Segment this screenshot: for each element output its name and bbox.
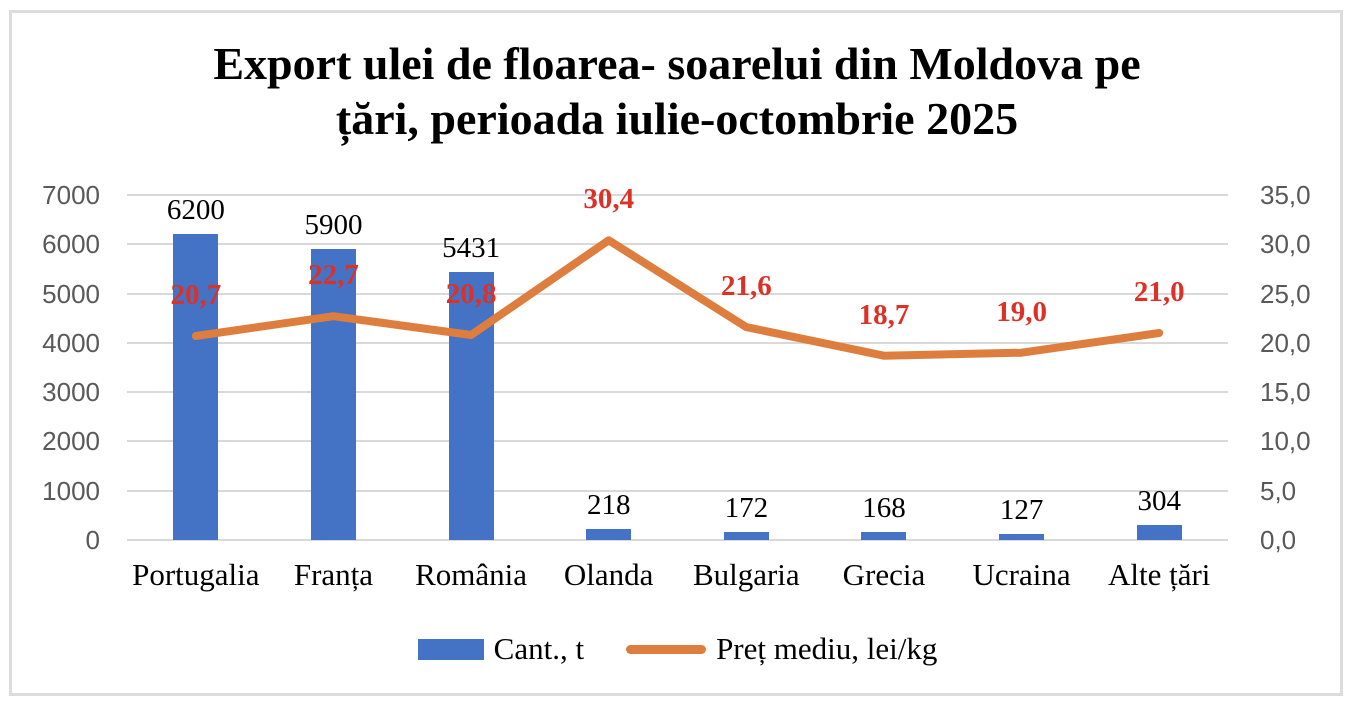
price-line-layer [191, 236, 1164, 360]
gridline [127, 292, 1228, 295]
left-axis-tick: 4000 [42, 327, 100, 358]
right-axis-tick: 20,0 [1260, 327, 1311, 358]
bar-series-swatch-icon [417, 638, 484, 660]
gridline [127, 440, 1228, 443]
bar-franta [310, 249, 356, 540]
bar-bulgaria [723, 531, 769, 540]
bar-value-label-alte-tari: 304 [1137, 485, 1181, 518]
right-axis-tick: 25,0 [1260, 278, 1311, 309]
bar-value-label-olanda: 218 [586, 489, 631, 522]
bar-grecia [861, 531, 907, 540]
price-value-label-ucraina: 19,0 [996, 295, 1047, 328]
category-label-grecia: Grecia [842, 557, 926, 592]
category-label-ucraina: Ucraina [972, 557, 1071, 592]
gridline [127, 391, 1228, 394]
price-value-label-olanda: 30,4 [583, 183, 635, 216]
right-axis-tick: 5,0 [1260, 475, 1297, 506]
left-axis-tick: 5000 [42, 278, 100, 309]
price-value-label-franta: 22,7 [308, 259, 359, 292]
left-axis-tick: 2000 [42, 426, 100, 457]
bar-value-label-grecia: 168 [862, 491, 906, 524]
gridline [127, 341, 1228, 344]
price-value-label-portugalia: 20,7 [170, 278, 222, 311]
category-label-franta: Franța [293, 557, 374, 592]
right-axis-tick: 10,0 [1260, 426, 1311, 457]
bar-value-label-franta: 5900 [304, 209, 363, 242]
plot-area: 6200 5900 5431 218 172 168 127 304 20,7 22,7 20,8 3… [127, 183, 1228, 541]
bar-value-label-ucraina: 127 [999, 493, 1044, 526]
chart-title-line-2: țări, perioada iulie-octombrie 2025 [335, 93, 1019, 144]
gridline [127, 489, 1228, 492]
chart-title-line-1: Export ulei de floarea- soarelui din Mol… [213, 38, 1141, 89]
bar-alte-tari [1136, 525, 1182, 540]
line-series-swatch-icon [626, 644, 707, 654]
price-value-label-bulgaria: 21,6 [720, 270, 772, 303]
bar-value-label-romania: 5431 [442, 232, 501, 265]
left-axis-tick: 0 [85, 525, 100, 555]
category-label-olanda: Olanda [563, 557, 654, 592]
bar-ucraina [999, 533, 1045, 540]
bar-romania [448, 272, 494, 540]
right-axis-tick: 35,0 [1260, 180, 1311, 210]
price-line [191, 236, 1164, 360]
legend: Cant., t Preț mediu, lei/kg [127, 630, 1228, 668]
price-value-label-romania: 20,8 [445, 277, 497, 310]
left-axis-tick: 6000 [42, 229, 100, 260]
bar-value-label-portugalia: 6200 [166, 194, 225, 227]
bar-portugalia [173, 234, 219, 540]
category-label-bulgaria: Bulgaria [692, 557, 800, 592]
left-axis-tick: 7000 [42, 180, 100, 210]
left-axis-tick: 1000 [42, 475, 100, 506]
category-label-alte-tari: Alte țări [1107, 557, 1211, 592]
bar-olanda [586, 529, 632, 540]
right-axis-tick: 15,0 [1260, 377, 1311, 408]
right-axis-tick: 0,0 [1260, 525, 1297, 555]
price-value-label-alte-tari: 21,0 [1133, 276, 1185, 308]
gridline [127, 243, 1228, 246]
legend-item-quantity: Cant., t [417, 631, 585, 667]
bar-value-label-bulgaria: 172 [724, 491, 769, 524]
gridline [127, 539, 1228, 541]
price-value-label-grecia: 18,7 [858, 298, 910, 331]
gridline [127, 194, 1228, 196]
left-axis-tick: 3000 [42, 377, 100, 408]
chart-title: Export ulei de floarea- soarelui din Mol… [0, 36, 1354, 146]
legend-item-price: Preț mediu, lei/kg [626, 631, 937, 667]
category-label-portugalia: Portugalia [132, 557, 260, 592]
category-label-romania: România [415, 557, 528, 592]
legend-label-quantity: Cant., t [493, 631, 585, 666]
legend-label-price: Preț mediu, lei/kg [716, 631, 938, 666]
right-axis-tick: 30,0 [1260, 229, 1311, 260]
